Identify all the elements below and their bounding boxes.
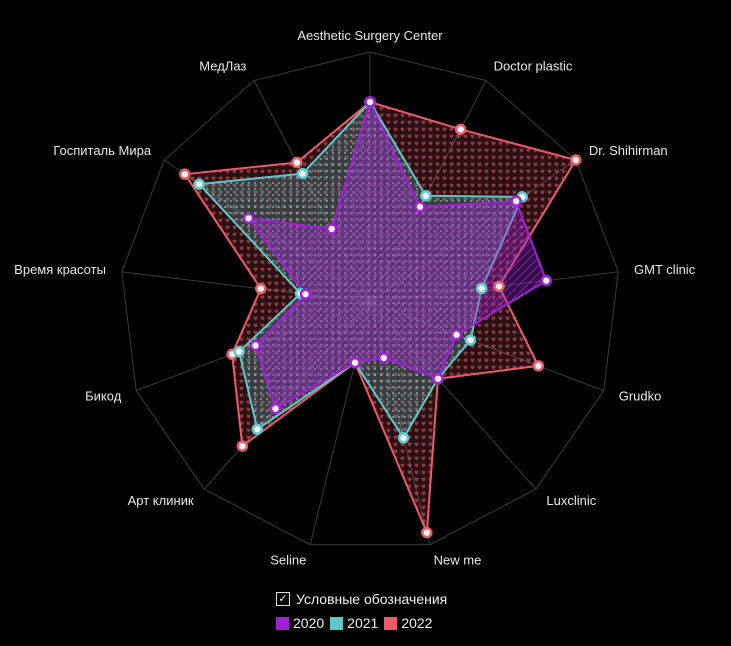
legend-item-2022[interactable]: 2022 (384, 615, 432, 631)
axis-label-6: New me (434, 552, 482, 567)
legend-label-2021: 2021 (347, 615, 379, 631)
point-2021-8[interactable] (251, 423, 264, 435)
point-2022-3[interactable] (493, 280, 505, 293)
point-2020-3[interactable] (540, 274, 552, 287)
point-2022-8[interactable] (236, 440, 249, 452)
legend-title: Условные обозначения (296, 591, 448, 607)
legend-items: 2020 2021 2022 (276, 615, 447, 631)
axis-label-10: Время красоты (14, 262, 106, 277)
axis-label-9: Бикод (85, 388, 122, 403)
point-2020-6[interactable] (378, 352, 390, 364)
series-points (179, 96, 582, 539)
legend-title-row[interactable]: ✓ Условные обозначения (276, 590, 447, 608)
legend: ✓ Условные обозначения 2020 2021 2022 (276, 590, 447, 631)
legend-item-2020[interactable]: 2020 (276, 615, 324, 631)
point-2021-3[interactable] (475, 282, 488, 295)
axis-label-2: Dr. Shihirman (589, 143, 668, 158)
legend-label-2022: 2022 (401, 615, 433, 631)
point-2022-2[interactable] (569, 154, 582, 166)
grid-outer-ring (121, 51, 619, 546)
point-2022-4[interactable] (532, 360, 545, 372)
legend-swatch-2020 (276, 616, 289, 630)
axis-labels: Aesthetic Surgery Center Doctor plastic Dr… (14, 28, 696, 567)
axis-label-11: Госпиталь Мира (53, 143, 152, 158)
axis-label-4: Grudko (619, 388, 662, 403)
axis-label-3: GMT clinic (634, 262, 696, 277)
point-2020-0[interactable] (364, 96, 376, 108)
point-2020-4[interactable] (450, 329, 463, 341)
point-2020-5[interactable] (432, 372, 444, 385)
axis-label-5: Luxclinic (546, 493, 596, 508)
point-2022-10[interactable] (255, 282, 267, 295)
point-2022-12[interactable] (291, 156, 303, 169)
series-area-2020 (247, 101, 548, 410)
point-2020-10[interactable] (299, 288, 312, 300)
point-2022-1[interactable] (454, 123, 467, 136)
point-2021-1[interactable] (420, 189, 432, 202)
point-2020-1[interactable] (414, 201, 426, 213)
point-2020-2[interactable] (510, 195, 522, 207)
axis-label-0: Aesthetic Surgery Center (297, 28, 443, 43)
axis-label-7: Seline (270, 552, 306, 567)
point-2021-12[interactable] (296, 167, 309, 180)
point-2021-4[interactable] (464, 334, 477, 346)
point-2021-11[interactable] (193, 178, 205, 190)
axis-label-1: Doctor plastic (494, 58, 573, 73)
point-2021-6[interactable] (397, 432, 410, 444)
legend-swatch-2022 (384, 616, 398, 630)
legend-swatch-2021 (330, 616, 344, 630)
point-2020-11[interactable] (242, 212, 255, 224)
series-areas (183, 101, 577, 534)
point-2021-9[interactable] (233, 345, 245, 358)
point-2022-6[interactable] (421, 526, 433, 539)
point-2020-7[interactable] (349, 356, 361, 369)
legend-label-2020: 2020 (293, 615, 325, 631)
axis-label-8: Арт клиник (128, 493, 194, 508)
legend-checkbox-icon[interactable]: ✓ (276, 592, 290, 606)
point-2020-8[interactable] (269, 402, 282, 415)
point-2022-11[interactable] (179, 168, 191, 180)
axis-label-12: МедЛаз (199, 58, 246, 73)
point-2020-12[interactable] (325, 223, 338, 235)
point-2020-9[interactable] (249, 339, 262, 352)
legend-item-2021[interactable]: 2021 (330, 615, 378, 631)
